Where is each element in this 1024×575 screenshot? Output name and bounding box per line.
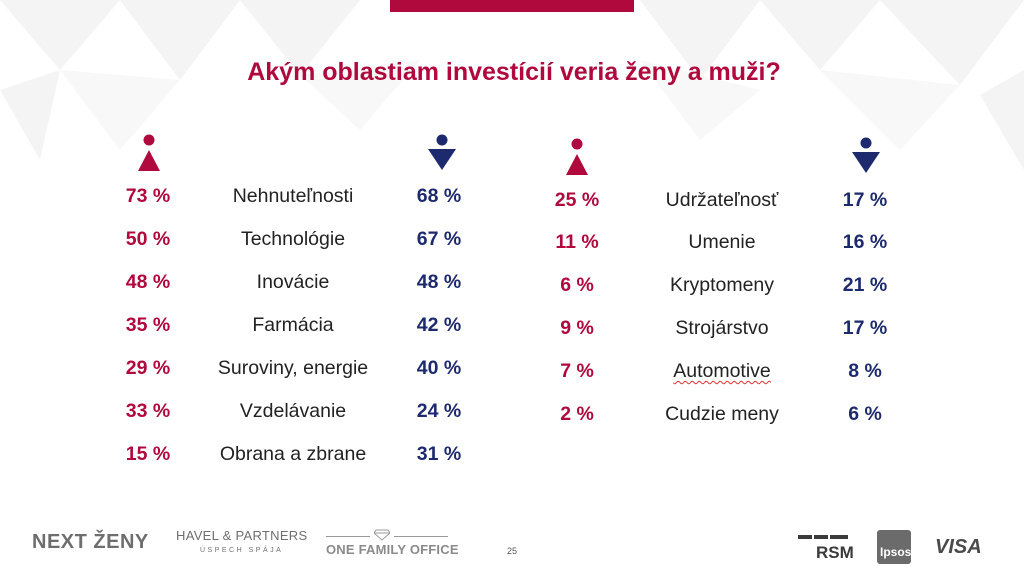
men-percent: 21 % [842,274,888,296]
one-family-office-logo: ONE FAMILY OFFICE [326,542,459,557]
women-percent: 6 % [560,274,594,296]
visa-logo: VISA [935,536,982,558]
women-percent: 7 % [560,360,594,382]
category-label: Farmácia [252,314,334,336]
women-percent: 11 % [555,231,599,253]
rsm-logo: RSM [816,543,854,562]
men-percent: 31 % [416,443,462,465]
men-percent: 48 % [416,271,462,293]
ipsos-logo: Ipsos [880,545,912,559]
women-percent: 33 % [125,400,171,422]
women-percent: 29 % [125,357,171,379]
women-percent: 25 % [554,189,600,211]
men-percent: 40 % [416,357,462,379]
female-figure-icon [138,134,160,171]
men-percent: 17 % [842,189,888,211]
diamond-icon [374,529,390,541]
havel-partners-tagline: ÚSPECH SPÁJA [200,547,284,554]
women-percent: 73 % [125,185,171,207]
men-percent: 68 % [416,185,462,207]
category-label: Suroviny, energie [217,357,369,379]
category-label: Strojárstvo [675,317,769,339]
divider [394,536,448,537]
category-label: Cudzie meny [665,403,779,425]
havel-partners-logo: HAVEL & PARTNERS [176,528,308,543]
category-label: Inovácie [256,271,330,293]
men-percent: 6 % [848,403,882,425]
divider [326,536,370,537]
category-label: Nehnuteľnosti [232,185,354,207]
men-percent: 17 % [842,317,888,339]
women-percent: 2 % [560,403,594,425]
women-percent: 50 % [125,228,171,250]
women-percent: 15 % [125,443,171,465]
men-percent: 67 % [416,228,462,250]
men-percent: 24 % [416,400,462,422]
men-percent: 16 % [842,231,888,253]
top-accent-bar [390,0,634,12]
category-label: Umenie [688,231,756,253]
rsm-bars-icon [798,535,848,539]
male-figure-icon [852,137,880,173]
category-label: Udržateľnosť [665,189,779,211]
women-percent: 35 % [125,314,171,336]
next-zeny-logo: NEXT ŽENY [32,531,149,553]
page-number: 25 [507,546,518,556]
category-label: Technológie [240,228,346,250]
category-label: Automotive [642,358,802,384]
category-label: Vzdelávanie [239,400,347,422]
category-label-text: Automotive [673,360,771,382]
female-figure-icon [566,138,588,175]
women-percent: 48 % [125,271,171,293]
male-figure-icon [428,134,456,170]
category-label: Obrana a zbrane [219,443,367,465]
category-label: Kryptomeny [669,274,775,296]
slide-title: Akým oblastiam investícií veria ženy a m… [247,58,781,86]
men-percent: 8 % [848,360,882,382]
women-percent: 9 % [560,317,594,339]
ipsos-logo-box [877,530,911,564]
men-percent: 42 % [416,314,462,336]
